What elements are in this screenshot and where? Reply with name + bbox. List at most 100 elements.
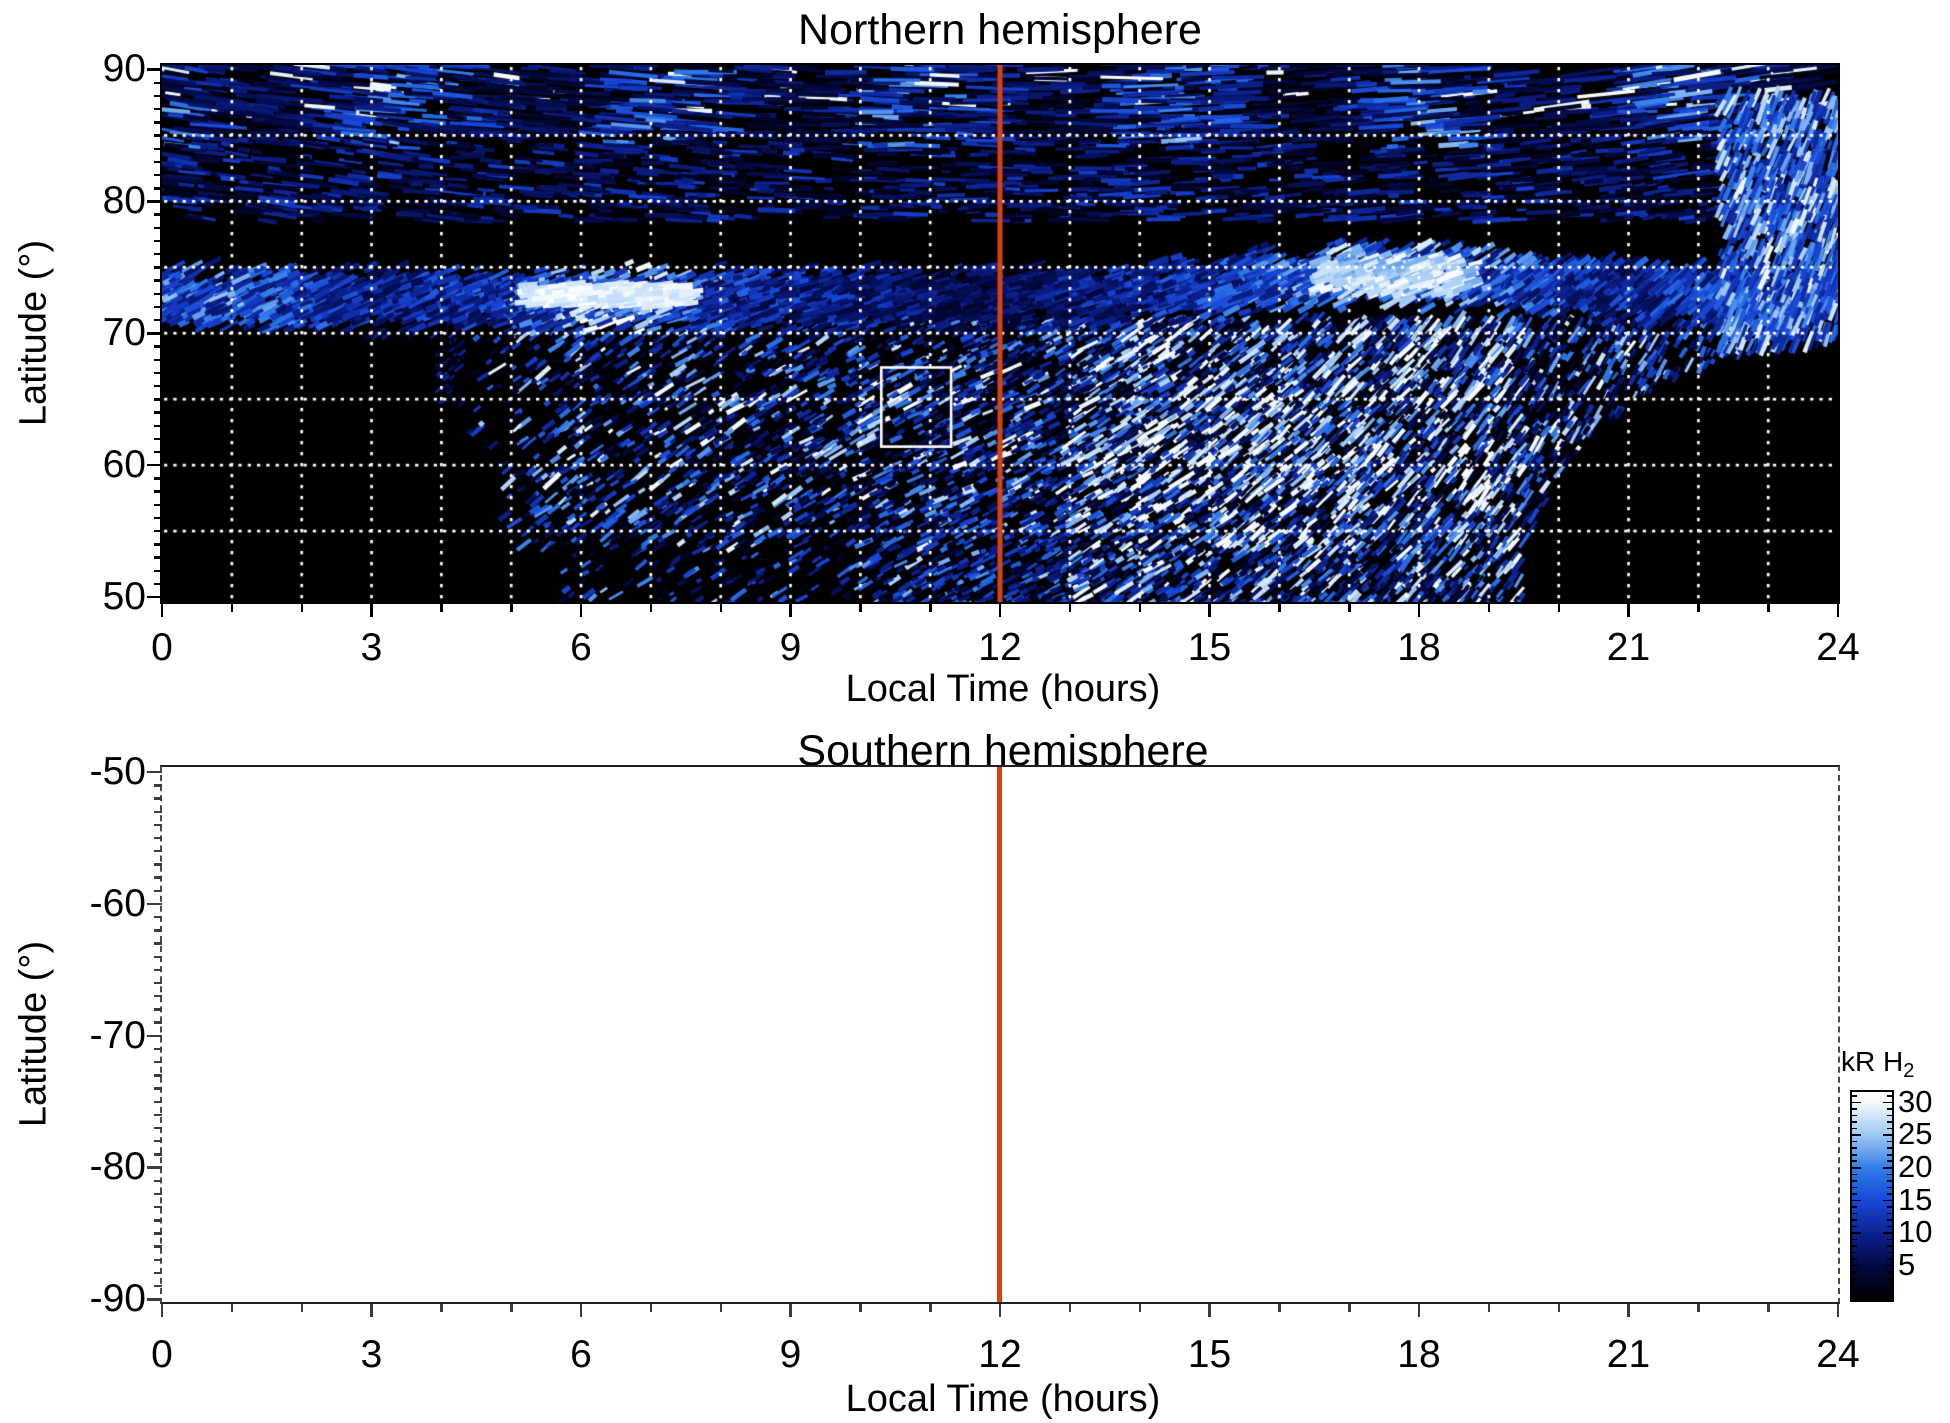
y-minor-tick: [154, 1219, 162, 1222]
y-minor-tick: [154, 437, 162, 441]
colorbar-minor-tick: [1852, 1271, 1857, 1273]
colorbar-title-subscript: 2: [1903, 1060, 1915, 1082]
x-tick-label: 6: [570, 626, 592, 669]
x-minor-tick: [1767, 1304, 1770, 1312]
y-tick-label: -60: [89, 881, 146, 925]
colorbar-tick-label: 5: [1898, 1246, 1916, 1282]
colorbar-minor-tick: [1852, 1245, 1857, 1247]
x-minor-tick: [719, 1304, 723, 1312]
y-minor-tick: [154, 1179, 162, 1182]
y-minor-tick: [154, 1258, 162, 1262]
colorbar-major-tick: [1852, 1166, 1861, 1169]
y-minor-tick: [154, 1192, 162, 1196]
colorbar-minor-tick: [1852, 1225, 1857, 1228]
colorbar-minor-tick: [1852, 1284, 1857, 1287]
y-tick-label: -80: [89, 1145, 146, 1189]
y-tick-label: 80: [102, 179, 146, 223]
y-minor-tick: [154, 1285, 162, 1288]
x-minor-tick: [1557, 1304, 1561, 1312]
x-minor-tick: [1487, 1304, 1491, 1312]
colorbar-minor-tick: [1887, 1284, 1892, 1287]
colorbar-title: kR H2: [1841, 1046, 1914, 1083]
y-minor-tick: [154, 823, 162, 827]
x-tick-label: 24: [1816, 626, 1860, 669]
colorbar-major-tick: [1883, 1232, 1892, 1234]
colorbar: [1850, 1090, 1894, 1302]
colorbar-tick-label: 20: [1898, 1148, 1933, 1184]
colorbar-minor-tick: [1852, 1251, 1857, 1254]
x-minor-tick: [1278, 1304, 1281, 1312]
x-tick-label: 12: [978, 1333, 1022, 1376]
x-tick-label: 3: [360, 626, 383, 669]
x-minor-tick: [1068, 604, 1072, 612]
y-minor-tick: [154, 569, 162, 572]
y-minor-tick: [154, 889, 162, 892]
x-minor-tick: [859, 604, 862, 612]
colorbar-minor-tick: [1887, 1277, 1892, 1280]
y-minor-tick: [154, 239, 162, 243]
y-minor-tick: [154, 187, 162, 190]
x-major-tick: [1627, 604, 1630, 617]
y-minor-tick: [154, 134, 162, 137]
y-minor-tick: [154, 226, 162, 230]
y-minor-tick: [154, 398, 162, 401]
x-tick-label: 9: [779, 1333, 802, 1376]
colorbar-minor-tick: [1887, 1245, 1892, 1247]
colorbar-major-tick: [1852, 1199, 1861, 1202]
colorbar-tick-label: 15: [1898, 1181, 1933, 1217]
y-minor-tick: [154, 850, 162, 853]
x-minor-tick: [859, 1304, 862, 1312]
x-tick-label: 12: [978, 626, 1022, 669]
colorbar-minor-tick: [1887, 1251, 1892, 1254]
x-minor-tick: [440, 1304, 443, 1312]
colorbar-minor-tick: [1887, 1238, 1892, 1241]
colorbar-minor-tick: [1852, 1153, 1857, 1156]
colorbar-major-tick: [1852, 1134, 1861, 1136]
x-minor-tick: [510, 604, 513, 612]
colorbar-minor-tick: [1887, 1290, 1892, 1293]
colorbar-minor-tick: [1852, 1127, 1857, 1130]
y-tick-label: -90: [89, 1277, 146, 1321]
y-minor-tick: [154, 173, 162, 177]
y-minor-tick: [154, 253, 162, 256]
y-minor-tick: [154, 955, 162, 958]
colorbar-minor-tick: [1887, 1153, 1892, 1156]
x-major-tick: [1836, 604, 1840, 617]
colorbar-minor-tick: [1887, 1173, 1892, 1176]
x-minor-tick: [440, 604, 443, 612]
y-major-tick: [147, 771, 162, 774]
x-major-tick: [998, 604, 1002, 617]
colorbar-minor-tick: [1887, 1140, 1892, 1143]
x-major-tick: [789, 604, 792, 617]
x-minor-tick: [929, 604, 932, 612]
y-minor-tick: [154, 1153, 162, 1156]
y-minor-tick: [154, 1100, 162, 1103]
colorbar-minor-tick: [1887, 1147, 1892, 1149]
y-minor-tick: [154, 477, 162, 480]
y-minor-tick: [154, 516, 162, 520]
x-tick-label: 6: [570, 1333, 592, 1376]
y-minor-tick: [154, 292, 162, 296]
y-tick-label: 50: [102, 575, 146, 618]
x-minor-tick: [1487, 604, 1491, 612]
y-tick-label: 70: [102, 311, 146, 355]
x-tick-label: 15: [1187, 1333, 1232, 1376]
colorbar-major-tick: [1883, 1199, 1892, 1202]
y-minor-tick: [154, 1245, 162, 1248]
y-minor-tick: [154, 1074, 162, 1077]
x-major-tick: [1208, 1304, 1211, 1317]
x-major-tick: [1208, 604, 1211, 617]
colorbar-minor-tick: [1887, 1225, 1892, 1228]
x-major-tick: [579, 604, 583, 617]
colorbar-minor-tick: [1852, 1290, 1857, 1293]
north-xlabel: Local Time (hours): [845, 668, 1161, 710]
colorbar-title-text: kR H: [1841, 1046, 1904, 1077]
colorbar-major-tick: [1883, 1134, 1892, 1136]
x-minor-tick: [1348, 604, 1351, 612]
colorbar-minor-tick: [1887, 1108, 1892, 1110]
y-minor-tick: [154, 836, 162, 840]
x-minor-tick: [719, 604, 723, 612]
y-minor-tick: [154, 1047, 162, 1051]
x-major-tick: [161, 604, 164, 617]
